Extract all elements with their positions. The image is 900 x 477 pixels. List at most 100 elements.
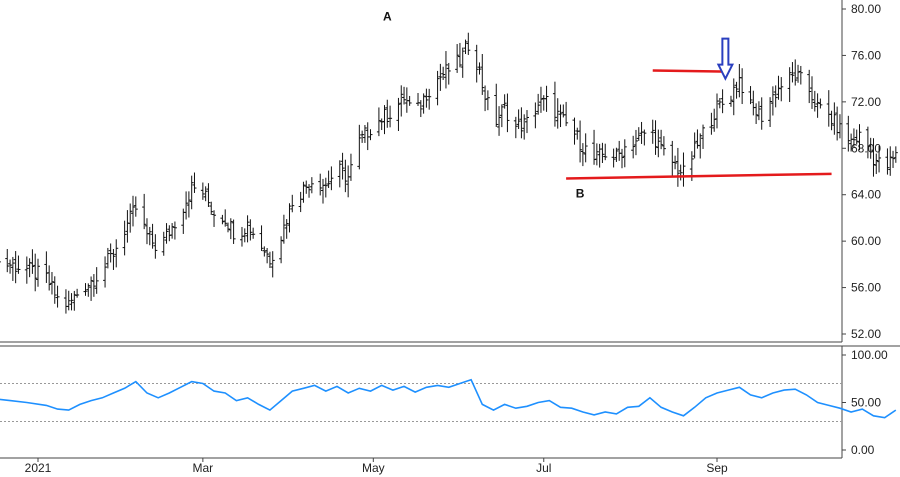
ohlc-bar bbox=[564, 101, 569, 127]
ohlc-bar bbox=[874, 153, 879, 175]
ohlc-bar bbox=[768, 97, 773, 127]
ohlc-bar bbox=[416, 92, 421, 106]
ohlc-bar bbox=[259, 225, 264, 251]
ohlc-bar bbox=[737, 63, 742, 98]
ohlc-bar bbox=[147, 226, 152, 246]
ohlc-bar bbox=[457, 42, 462, 68]
x-tick-label: 2021 bbox=[25, 461, 52, 475]
ohlc-bar bbox=[734, 81, 739, 99]
annotation-label-a: A bbox=[383, 9, 392, 23]
ohlc-bar bbox=[603, 143, 608, 161]
ohlc-bar bbox=[360, 130, 365, 143]
ohlc-bar bbox=[748, 86, 753, 105]
ohlc-bar bbox=[815, 93, 820, 118]
price-y-tick-label: 80.00 bbox=[851, 2, 881, 16]
ohlc-bar bbox=[650, 119, 655, 144]
ohlc-bar bbox=[239, 226, 244, 247]
trend-lines bbox=[566, 69, 832, 180]
ohlc-bar bbox=[52, 276, 57, 304]
price-y-tick-label: 64.00 bbox=[851, 188, 881, 202]
ohlc-bar bbox=[455, 44, 460, 73]
ohlc-bar bbox=[251, 227, 256, 239]
ohlc-bar bbox=[231, 219, 236, 244]
ohlc-bar bbox=[245, 215, 250, 243]
ohlc-bar bbox=[33, 253, 38, 292]
ohlc-bar bbox=[122, 220, 127, 256]
ohlc-bar bbox=[75, 288, 80, 298]
ohlc-bar bbox=[477, 62, 482, 75]
ohlc-bar bbox=[189, 175, 194, 210]
ohlc-bar bbox=[846, 115, 851, 152]
ohlc-bar bbox=[407, 95, 412, 106]
ohlc-bar bbox=[362, 125, 367, 143]
ohlc-bar bbox=[597, 143, 602, 168]
ohlc-bar bbox=[365, 122, 370, 151]
ohlc-bar bbox=[357, 124, 362, 170]
ohlc-bar bbox=[857, 124, 862, 151]
ohlc-bar bbox=[661, 136, 666, 156]
x-tick-label: May bbox=[362, 461, 385, 475]
ohlc-bar bbox=[793, 59, 798, 86]
ohlc-bar bbox=[270, 251, 275, 278]
support-line bbox=[566, 172, 832, 180]
ohlc-bar bbox=[631, 135, 636, 159]
ohlc-bar bbox=[16, 255, 21, 274]
ohlc-bar bbox=[485, 90, 490, 111]
ohlc-bar bbox=[318, 173, 323, 196]
ohlc-bar bbox=[220, 214, 225, 225]
ohlc-bar bbox=[871, 138, 876, 177]
ohlc-bar bbox=[91, 274, 96, 297]
ohlc-bar bbox=[776, 75, 781, 100]
ohlc-bar bbox=[86, 283, 91, 297]
ohlc-bar bbox=[228, 218, 233, 240]
ohlc-bar bbox=[111, 249, 116, 270]
ohlc-bar bbox=[287, 203, 292, 233]
ohlc-bar bbox=[379, 118, 384, 131]
ohlc-bar bbox=[435, 70, 440, 106]
ohlc-bar bbox=[44, 251, 49, 283]
ohlc-bar bbox=[279, 236, 284, 264]
ohlc-bar bbox=[55, 285, 60, 308]
ohlc-bar bbox=[144, 218, 149, 245]
ohlc-bar bbox=[265, 247, 270, 264]
ohlc-bar bbox=[399, 85, 404, 117]
ohlc-bar bbox=[673, 155, 678, 170]
ohlc-bar bbox=[153, 234, 158, 259]
ohlc-bar bbox=[538, 86, 543, 113]
ohlc-bar bbox=[281, 214, 286, 244]
ohlc-bar bbox=[309, 177, 314, 194]
ohlc-bar bbox=[66, 290, 71, 311]
ohlc-bar bbox=[653, 120, 658, 155]
ohlc-bar bbox=[114, 239, 119, 268]
ohlc-bar bbox=[513, 116, 518, 139]
ohlc-bar bbox=[103, 256, 108, 288]
ohlc-bar bbox=[829, 110, 834, 131]
down-arrow-icon bbox=[716, 37, 735, 81]
ohlc-bar bbox=[63, 289, 68, 314]
ohlc-bar bbox=[519, 107, 524, 139]
ohlc-bar bbox=[388, 105, 393, 128]
ohlc-bar bbox=[611, 148, 616, 168]
ohlc-bar bbox=[424, 88, 429, 108]
ohlc-bar bbox=[385, 99, 390, 128]
ohlc-bar bbox=[572, 117, 577, 145]
ohlc-bar bbox=[443, 51, 448, 89]
ohlc-bar bbox=[583, 133, 588, 163]
ohlc-bar bbox=[396, 97, 401, 131]
ohlc-bar bbox=[69, 293, 74, 311]
ohlc-bar bbox=[262, 246, 267, 257]
ohlc-bar bbox=[184, 191, 189, 220]
indicator-y-axis: 100.00 50.00 0.00 bbox=[842, 348, 888, 457]
ohlc-bar bbox=[427, 88, 432, 110]
ohlc-bar bbox=[893, 146, 898, 163]
ohlc-bar bbox=[128, 203, 133, 233]
ohlc-bar bbox=[382, 105, 387, 135]
ohlc-bar bbox=[418, 100, 423, 118]
ohlc-bar bbox=[131, 195, 136, 227]
ohlc-bar bbox=[524, 110, 529, 134]
ohlc-bar bbox=[348, 153, 353, 181]
ohlc-bar bbox=[108, 243, 113, 263]
ohlc-bar bbox=[376, 107, 381, 137]
ohlc-bar bbox=[798, 65, 803, 85]
ohlc-bar bbox=[818, 98, 823, 109]
